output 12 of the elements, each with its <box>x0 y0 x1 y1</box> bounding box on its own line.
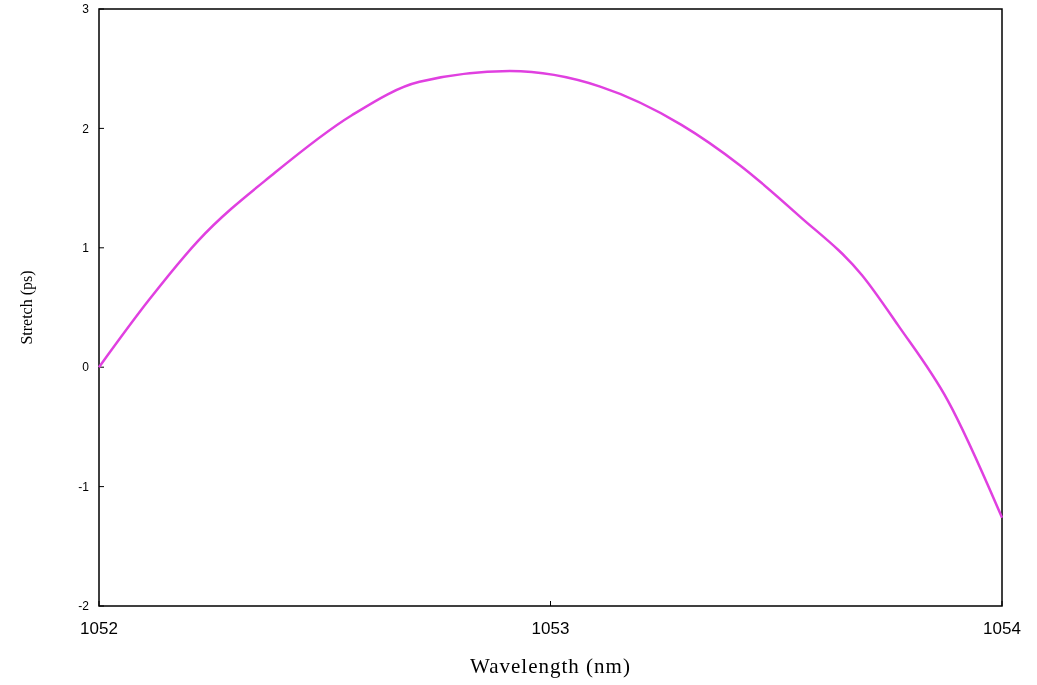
y-tick-label: 0 <box>82 360 90 375</box>
x-tick-label: 1053 <box>531 619 570 638</box>
y-tick-label: 3 <box>82 2 90 17</box>
x-tick-label: 1052 <box>80 619 118 638</box>
y-tick-label: 1 <box>82 241 90 255</box>
x-tick-label: 1054 <box>983 619 1021 638</box>
y-tick-label: -1 <box>78 479 90 494</box>
y-tick-label: -2 <box>78 599 90 614</box>
y-axis-title: Stretch (ps) <box>18 270 36 345</box>
x-axis-title: Wavelength (nm) <box>470 654 631 678</box>
y-tick-label: 2 <box>82 121 90 136</box>
line-series <box>97 69 1004 519</box>
